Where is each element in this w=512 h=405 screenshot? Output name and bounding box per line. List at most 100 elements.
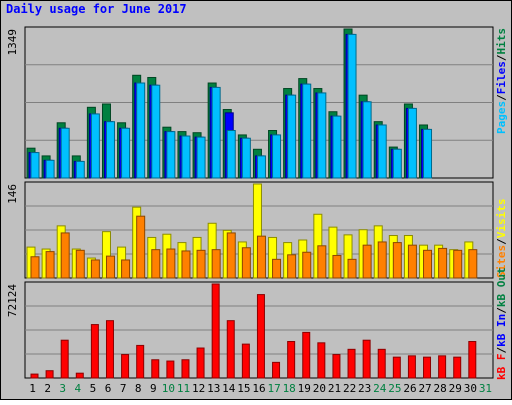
legend-top-part: Pages: [495, 101, 508, 134]
x-tick-label: 28: [434, 382, 447, 395]
legend-top-part: /: [495, 54, 508, 61]
x-tick-label: 18: [283, 382, 296, 395]
legend-bottom-part: /: [495, 307, 508, 314]
bar-pages-day-14: [226, 130, 236, 179]
bar-sites-day-15: [241, 247, 251, 279]
legend-top: Pages/Files/Hits: [495, 28, 508, 134]
x-tick-label: 11: [177, 382, 190, 395]
bar-pages-day-10: [166, 131, 176, 179]
legend-bottom-part: kB Out: [495, 267, 508, 307]
x-tick-label: 3: [59, 382, 66, 395]
bar-kb-f-day-22: [347, 348, 356, 379]
x-tick-label: 12: [192, 382, 205, 395]
bar-kb-f-day-3: [60, 339, 69, 379]
bar-sites-day-12: [196, 249, 206, 279]
legend-bottom: kB F/kB In/kB Out: [495, 267, 508, 380]
bar-pages-day-18: [287, 94, 297, 179]
bar-sites-day-27: [423, 249, 433, 279]
legend-middle: Sites/Visits: [495, 199, 508, 279]
x-tick-label: 29: [449, 382, 462, 395]
bar-sites-day-6: [105, 255, 115, 279]
x-tick-label: 17: [267, 382, 280, 395]
bar-pages-day-2: [45, 159, 55, 179]
bar-pages-day-15: [241, 137, 251, 179]
bar-sites-day-1: [30, 256, 40, 279]
x-tick-label: 31: [479, 382, 492, 395]
bar-pages-day-13: [211, 86, 221, 179]
bar-sites-day-19: [302, 251, 312, 279]
bar-sites-day-18: [287, 254, 297, 279]
bar-sites-day-5: [90, 259, 100, 279]
bar-kb-f-day-13: [211, 283, 220, 379]
bar-pages-day-19: [302, 83, 312, 179]
bar-kb-f-day-1: [30, 373, 39, 379]
bar-kb-f-day-10: [166, 360, 175, 379]
bar-kb-f-day-18: [287, 341, 296, 379]
bar-kb-f-day-2: [45, 370, 54, 379]
x-tick-label: 15: [237, 382, 250, 395]
x-tick-label: 27: [418, 382, 431, 395]
bar-sites-day-7: [121, 259, 131, 279]
bar-pages-day-20: [317, 92, 327, 179]
y-max-label: 1349: [6, 29, 19, 56]
x-tick-label: 13: [207, 382, 220, 395]
bar-sites-day-16: [256, 235, 266, 279]
x-tick-label: 24: [373, 382, 387, 395]
bar-kb-f-day-26: [407, 355, 416, 379]
title-band: [1, 1, 511, 23]
x-tick-label: 21: [328, 382, 341, 395]
bar-kb-f-day-9: [151, 359, 160, 379]
x-tick-label: 5: [90, 382, 97, 395]
x-tick-label: 2: [44, 382, 51, 395]
x-tick-label: 6: [105, 382, 112, 395]
bar-pages-day-17: [272, 134, 282, 179]
bar-sites-day-10: [166, 248, 176, 279]
bar-kb-f-day-28: [438, 355, 447, 379]
x-tick-label: 14: [222, 382, 236, 395]
x-tick-label: 19: [298, 382, 311, 395]
bar-pages-day-1: [30, 152, 40, 179]
bar-sites-day-29: [453, 249, 463, 279]
chart-title: Daily usage for June 2017: [6, 2, 187, 16]
bar-kb-f-day-5: [90, 324, 99, 379]
bar-sites-day-23: [362, 244, 372, 279]
legend-top-part: Files: [495, 61, 508, 94]
bar-sites-day-3: [60, 232, 70, 279]
bar-kb-f-day-6: [105, 320, 114, 379]
bar-sites-day-8: [136, 215, 146, 279]
bar-sites-day-28: [438, 247, 448, 279]
bar-kb-f-day-29: [453, 356, 462, 379]
bar-sites-day-11: [181, 250, 191, 279]
bar-kb-f-day-7: [121, 354, 130, 379]
bar-sites-day-22: [347, 258, 357, 279]
bar-sites-day-17: [272, 258, 282, 279]
bar-sites-day-30: [468, 249, 478, 279]
y-max-label: 72124: [6, 284, 19, 317]
bar-sites-day-26: [407, 244, 417, 279]
bar-kb-f-day-21: [332, 354, 341, 379]
bar-pages-day-3: [60, 127, 70, 179]
legend-top-part: Hits: [495, 28, 508, 55]
bar-pages-day-4: [75, 160, 85, 179]
bar-pages-day-12: [196, 136, 206, 179]
bar-kb-f-day-12: [196, 347, 205, 379]
bar-kb-f-day-30: [468, 341, 477, 379]
x-tick-label: 9: [150, 382, 157, 395]
x-tick-label: 25: [388, 382, 401, 395]
legend-middle-part: Visits: [495, 199, 508, 239]
bar-kb-f-day-25: [392, 356, 401, 379]
x-tick-label: 7: [120, 382, 127, 395]
x-tick-label: 20: [313, 382, 326, 395]
bar-kb-f-day-16: [256, 294, 265, 379]
legend-middle-part: /: [495, 238, 508, 245]
bar-pages-day-16: [256, 155, 266, 179]
bar-pages-day-25: [392, 148, 402, 179]
x-tick-label: 22: [343, 382, 356, 395]
bar-sites-day-25: [392, 242, 402, 279]
x-tick-label: 4: [75, 382, 82, 395]
bar-kb-f-day-27: [423, 356, 432, 379]
x-tick-label: 23: [358, 382, 371, 395]
bar-pages-day-21: [332, 115, 342, 179]
bar-pages-day-26: [407, 107, 417, 179]
